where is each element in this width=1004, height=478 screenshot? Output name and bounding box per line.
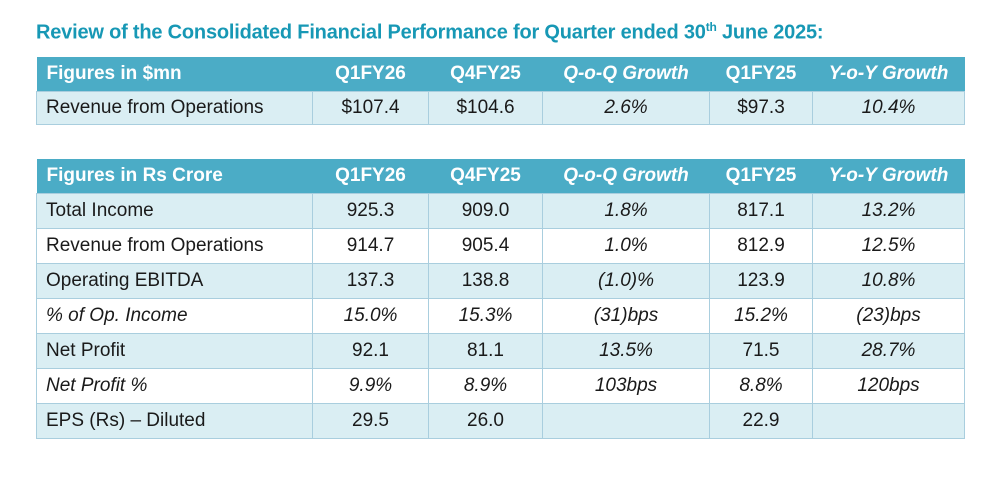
cell-value: 1.8% (542, 192, 710, 229)
table-body: Revenue from Operations $107.4 $104.6 2.6% $… (36, 90, 965, 125)
cell-value: 120bps (812, 367, 965, 404)
column-header: Q-o-Q Growth (542, 159, 710, 193)
cell-value: 103bps (542, 367, 710, 404)
row-label: Revenue from Operations (36, 90, 313, 125)
cell-value (812, 402, 965, 439)
table-row: Total Income 925.3 909.0 1.8% 817.1 13.2% (36, 192, 965, 229)
cell-value: 71.5 (709, 332, 813, 369)
column-header: Y-o-Y Growth (812, 57, 965, 91)
table-row: Revenue from Operations $107.4 $104.6 2.6% $… (36, 90, 965, 125)
table-row: EPS (Rs) – Diluted 29.5 26.0 22.9 (36, 402, 965, 439)
cell-value: 2.6% (542, 90, 710, 125)
table-row: Operating EBITDA 137.3 138.8 (1.0)% 123.9 10.… (36, 262, 965, 299)
cell-value: 8.8% (709, 367, 813, 404)
column-header: Q1FY26 (312, 159, 429, 193)
table-figures-in-rs-crore: Figures in Rs Crore Q1FY26 Q4FY25 Q-o-Q Gro… (36, 159, 965, 439)
row-label: % of Op. Income (36, 297, 313, 334)
cell-value: 909.0 (428, 192, 543, 229)
column-header: Q4FY25 (428, 57, 543, 91)
cell-value: 812.9 (709, 227, 813, 264)
cell-value: 905.4 (428, 227, 543, 264)
cell-value: 10.8% (812, 262, 965, 299)
row-label: Net Profit % (36, 367, 313, 404)
cell-value: 10.4% (812, 90, 965, 125)
cell-value: 15.2% (709, 297, 813, 334)
column-header: Y-o-Y Growth (812, 159, 965, 193)
cell-value: 15.0% (312, 297, 429, 334)
cell-value: (23)bps (812, 297, 965, 334)
table-header: Figures in Rs Crore Q1FY26 Q4FY25 Q-o-Q Gro… (36, 159, 965, 193)
cell-value: $104.6 (428, 90, 543, 125)
cell-value: 12.5% (812, 227, 965, 264)
cell-value: 29.5 (312, 402, 429, 439)
row-label: EPS (Rs) – Diluted (36, 402, 313, 439)
cell-value: 13.2% (812, 192, 965, 229)
cell-value: $97.3 (709, 90, 813, 125)
cell-value: (31)bps (542, 297, 710, 334)
page-title: Review of the Consolidated Financial Per… (36, 20, 824, 45)
column-header: Q1FY25 (709, 57, 813, 91)
row-label: Total Income (36, 192, 313, 229)
table-row: Net Profit 92.1 81.1 13.5% 71.5 28.7% (36, 332, 965, 369)
table-header: Figures in $mn Q1FY26 Q4FY25 Q-o-Q Growth Q1… (36, 57, 965, 91)
column-header: Q4FY25 (428, 159, 543, 193)
cell-value: (1.0)% (542, 262, 710, 299)
column-header: Q1FY26 (312, 57, 429, 91)
cell-value: 1.0% (542, 227, 710, 264)
cell-value: 138.8 (428, 262, 543, 299)
header-row: Figures in $mn Q1FY26 Q4FY25 Q-o-Q Growth Q1… (36, 57, 965, 91)
cell-value: $107.4 (312, 90, 429, 125)
column-header: Q1FY25 (709, 159, 813, 193)
column-header: Q-o-Q Growth (542, 57, 710, 91)
cell-value: 137.3 (312, 262, 429, 299)
cell-value (542, 402, 710, 439)
cell-value: 81.1 (428, 332, 543, 369)
cell-value: 13.5% (542, 332, 710, 369)
cell-value: 925.3 (312, 192, 429, 229)
title-superscript: th (705, 20, 717, 34)
table-caption-header: Figures in Rs Crore (36, 159, 313, 193)
row-label: Net Profit (36, 332, 313, 369)
table-row: % of Op. Income 15.0% 15.3% (31)bps 15.2% (23… (36, 297, 965, 334)
cell-value: 26.0 (428, 402, 543, 439)
row-label: Revenue from Operations (36, 227, 313, 264)
title-text: Review of the Consolidated Financial Per… (36, 21, 706, 44)
row-label: Operating EBITDA (36, 262, 313, 299)
cell-value: 9.9% (312, 367, 429, 404)
cell-value: 817.1 (709, 192, 813, 229)
cell-value: 914.7 (312, 227, 429, 264)
title-suffix: June 2025: (716, 21, 824, 44)
table-body: Total Income 925.3 909.0 1.8% 817.1 13.2% Reve… (36, 192, 965, 439)
table-row: Net Profit % 9.9% 8.9% 103bps 8.8% 120bps (36, 367, 965, 404)
cell-value: 28.7% (812, 332, 965, 369)
header-row: Figures in Rs Crore Q1FY26 Q4FY25 Q-o-Q Gro… (36, 159, 965, 193)
table-figures-in-usd-mn: Figures in $mn Q1FY26 Q4FY25 Q-o-Q Growth Q1… (36, 57, 965, 125)
cell-value: 92.1 (312, 332, 429, 369)
cell-value: 15.3% (428, 297, 543, 334)
cell-value: 22.9 (709, 402, 813, 439)
cell-value: 8.9% (428, 367, 543, 404)
table-row: Revenue from Operations 914.7 905.4 1.0% 812… (36, 227, 965, 264)
table-caption-header: Figures in $mn (36, 57, 313, 91)
cell-value: 123.9 (709, 262, 813, 299)
